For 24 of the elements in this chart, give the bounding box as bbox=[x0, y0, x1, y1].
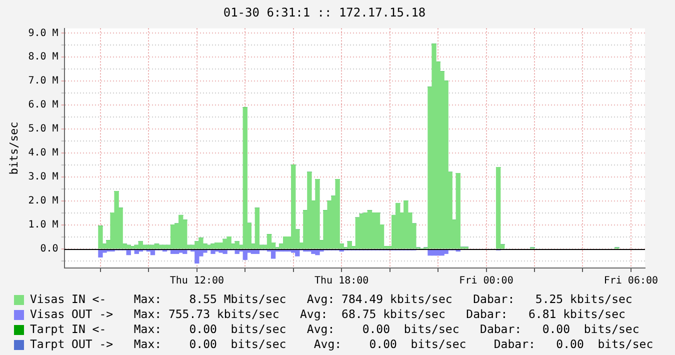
text: Max: 0.00 bits/sec Avg: 0.00 bits/sec Dabar: 0.00 bits/sec bbox=[134, 322, 640, 337]
y-tick-label: 9.0 M bbox=[28, 28, 58, 39]
y-tick-label: 6.0 M bbox=[28, 100, 58, 111]
y-tick-label: 8.0 M bbox=[28, 52, 58, 63]
chart-title: 01-30 6:31:1 :: 172.17.15.18 bbox=[223, 5, 426, 20]
y-tick-label: 5.0 M bbox=[28, 124, 58, 135]
x-tick-label: Thu 18:00 bbox=[314, 276, 369, 287]
y-tick-label: 1.0 M bbox=[28, 219, 58, 230]
y-tick-label: 2.0 M bbox=[28, 196, 58, 207]
legend-label: Visas IN <- bbox=[30, 292, 108, 307]
y-tick-label: 3.0 M bbox=[28, 172, 58, 183]
x-tick-label: Fri 06:00 bbox=[604, 276, 658, 287]
text: Max: 755.73 kbits/sec Avg: 68.75 kbits/sec Dabar: 6.81 kbits/sec bbox=[134, 307, 626, 322]
text: Max: 0.00 bits/sec Avg: 0.00 bits/sec Dabar: 0.00 bits/sec bbox=[134, 337, 654, 352]
legend-label: Tarpt OUT -> bbox=[30, 337, 114, 352]
x-tick-label: Thu 12:00 bbox=[170, 276, 224, 287]
y-axis-title: bits/sec bbox=[7, 122, 20, 175]
y-tick-label: 0.0 bbox=[40, 243, 58, 254]
x-tick-label: Fri 00:00 bbox=[459, 276, 514, 287]
y-tick-label: 4.0 M bbox=[28, 148, 58, 159]
legend-label: Visas OUT -> bbox=[30, 307, 114, 322]
legend-label: Tarpt IN <- bbox=[30, 322, 108, 337]
y-tick-label: 7.0 M bbox=[28, 76, 58, 87]
text: Max: 8.55 Mbits/sec Avg: 784.49 kbits/sec Dabar: 5.25 kbits/sec bbox=[134, 292, 632, 307]
